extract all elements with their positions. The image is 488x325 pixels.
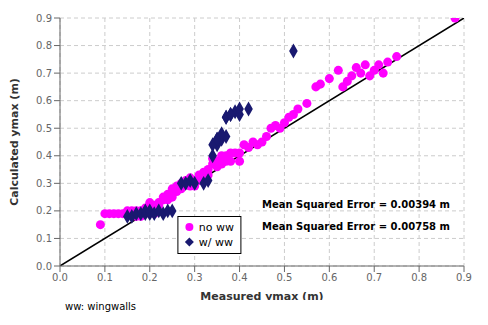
svg-text:0.6: 0.6 — [36, 95, 52, 106]
svg-text:0.2: 0.2 — [142, 272, 158, 283]
svg-text:0.5: 0.5 — [276, 272, 292, 283]
html-text:Mean Squared Error = 0.00758 m: Mean Squared Error = 0.00758 m — [262, 221, 450, 233]
svg-text:0.0: 0.0 — [36, 261, 52, 272]
svg-text:0.4: 0.4 — [36, 150, 52, 161]
html-text:w/ ww: w/ ww — [198, 235, 234, 249]
svg-text:0.3: 0.3 — [36, 178, 52, 189]
svg-text:0.4: 0.4 — [232, 272, 248, 283]
html-text:Mean Squared Error = 0.00394 m: Mean Squared Error = 0.00394 m — [262, 199, 450, 210]
svg-text:0.2: 0.2 — [36, 205, 52, 216]
svg-text:0.7: 0.7 — [36, 68, 52, 79]
svg-text:0.5: 0.5 — [36, 123, 52, 134]
html-text:ww: wingwalls: ww: wingwalls — [65, 301, 137, 312]
svg-text:Measured ymax (m): Measured ymax (m) — [200, 290, 323, 300]
svg-text:0.8: 0.8 — [36, 40, 52, 51]
svg-text:0.1: 0.1 — [97, 272, 113, 283]
svg-text:0.7: 0.7 — [366, 272, 382, 283]
svg-text:0.6: 0.6 — [321, 272, 337, 283]
svg-text:Calculated ymax (m): Calculated ymax (m) — [8, 78, 21, 206]
svg-text:0.9: 0.9 — [456, 272, 472, 283]
svg-text:0.9: 0.9 — [36, 13, 52, 24]
svg-text:0.0: 0.0 — [52, 272, 68, 283]
svg-text:0.3: 0.3 — [187, 272, 203, 283]
svg-text:0.8: 0.8 — [411, 272, 427, 283]
html-text:no ww: no ww — [198, 220, 235, 234]
svg-text:0.1: 0.1 — [36, 233, 52, 244]
